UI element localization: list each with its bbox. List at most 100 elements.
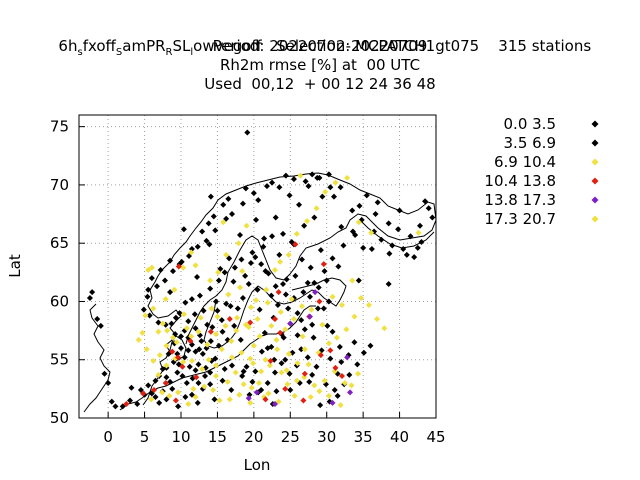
data-point-series-3 — [151, 387, 158, 394]
coastline-whitesea — [359, 219, 435, 249]
data-point-series-1 — [155, 319, 162, 326]
data-point-series-1 — [372, 211, 379, 218]
data-point-series-0 — [127, 397, 133, 404]
data-point-series-1 — [265, 270, 272, 277]
data-point-series-0 — [315, 284, 322, 291]
data-point-series-1 — [194, 243, 201, 250]
data-point-series-0 — [214, 307, 221, 314]
data-point-series-0 — [178, 345, 184, 352]
data-point-series-2 — [188, 249, 195, 256]
data-point-series-0 — [304, 354, 311, 361]
data-point-series-2 — [205, 356, 212, 363]
data-point-series-2 — [290, 315, 297, 322]
data-point-series-0 — [169, 385, 176, 392]
x-tick-label: 15 — [208, 428, 227, 446]
data-point-series-2 — [162, 296, 169, 303]
legend-marker — [591, 139, 599, 147]
legend-marker — [591, 196, 599, 204]
coastline-baltic — [203, 277, 347, 349]
data-point-series-1 — [237, 336, 244, 343]
data-point-series-0 — [243, 363, 250, 370]
data-point-series-4 — [271, 401, 278, 408]
data-point-series-3 — [339, 373, 346, 380]
coastline-scandinavia — [142, 172, 437, 406]
data-point-series-1 — [414, 244, 421, 251]
data-point-series-1 — [395, 226, 402, 233]
data-point-series-3 — [275, 289, 282, 296]
coastline-britain — [83, 303, 111, 413]
data-point-series-0 — [301, 326, 308, 333]
data-point-series-0 — [176, 310, 183, 317]
data-point-series-3 — [187, 338, 194, 345]
data-point-series-2 — [294, 360, 301, 367]
title-subscript: R — [165, 47, 173, 58]
data-point-series-1 — [403, 251, 410, 258]
y-tick-label: 75 — [50, 118, 69, 136]
data-point-series-0 — [325, 298, 332, 305]
data-point-series-0 — [329, 328, 336, 335]
data-point-series-1 — [346, 371, 353, 378]
data-point-series-2 — [188, 357, 195, 364]
data-point-series-2 — [321, 377, 328, 384]
data-point-series-2 — [291, 392, 298, 399]
data-point-series-2 — [222, 322, 229, 329]
data-point-series-0 — [276, 184, 283, 191]
data-point-series-0 — [218, 317, 225, 324]
data-point-series-0 — [97, 322, 104, 329]
data-point-series-1 — [360, 349, 367, 356]
data-point-series-1 — [314, 305, 321, 312]
data-point-series-1 — [313, 363, 320, 370]
data-point-series-0 — [309, 321, 316, 328]
data-point-series-0 — [244, 129, 251, 136]
data-point-series-2 — [277, 258, 284, 265]
data-point-series-2 — [304, 218, 311, 225]
data-point-series-1 — [255, 197, 262, 204]
data-point-series-2 — [325, 340, 332, 347]
data-point-series-2 — [192, 262, 199, 269]
data-point-series-0 — [309, 171, 316, 178]
data-point-series-0 — [249, 378, 256, 385]
title-part: fxoff — [82, 37, 116, 55]
x-tick-label: 30 — [317, 428, 336, 446]
data-point-series-1 — [367, 342, 374, 349]
data-point-series-0 — [240, 368, 247, 375]
data-point-series-1 — [319, 193, 326, 200]
y-tick-label: 70 — [50, 176, 69, 194]
data-point-series-2 — [308, 306, 315, 313]
y-tick-label: 55 — [50, 351, 69, 369]
data-point-series-2 — [163, 342, 170, 349]
data-point-series-0 — [188, 296, 195, 303]
data-point-series-1 — [368, 246, 375, 253]
data-point-series-2 — [195, 328, 202, 335]
data-point-series-2 — [274, 346, 281, 353]
data-point-series-2 — [248, 384, 255, 391]
data-point-series-1 — [282, 291, 289, 298]
data-point-series-1 — [340, 242, 347, 249]
data-point-series-0 — [167, 378, 174, 385]
data-point-series-2 — [262, 356, 269, 363]
data-point-series-2 — [253, 297, 260, 304]
data-point-series-1 — [335, 263, 342, 270]
data-point-series-0 — [108, 398, 115, 405]
data-point-series-1 — [272, 214, 279, 221]
data-point-series-2 — [285, 350, 292, 357]
data-point-series-1 — [219, 377, 226, 384]
data-point-series-0 — [422, 198, 429, 205]
data-point-series-1 — [264, 345, 271, 352]
data-point-series-1 — [191, 311, 198, 318]
data-point-series-0 — [245, 280, 252, 287]
data-point-series-1 — [304, 279, 311, 286]
data-point-series-2 — [307, 394, 314, 401]
data-point-series-1 — [207, 338, 214, 345]
data-point-series-1 — [226, 255, 233, 262]
data-point-series-2 — [148, 396, 155, 403]
data-point-series-2 — [284, 381, 291, 388]
title-subscript: l — [190, 47, 194, 58]
data-point-series-0 — [178, 333, 184, 340]
data-point-series-2 — [381, 325, 388, 332]
data-point-series-0 — [351, 339, 358, 346]
data-point-series-2 — [190, 385, 197, 392]
data-point-series-1 — [264, 380, 271, 387]
data-point-series-2 — [215, 269, 222, 276]
